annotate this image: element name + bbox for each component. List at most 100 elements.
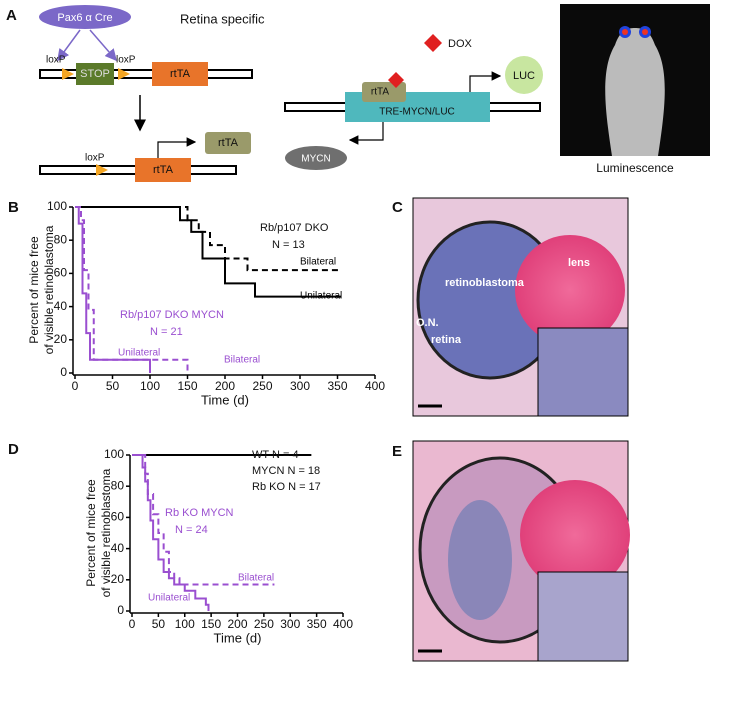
cre-ellipse bbox=[39, 5, 131, 29]
annotation: Rb KO MYCN bbox=[165, 507, 234, 519]
y-axis-label: Percent of mice free bbox=[84, 479, 98, 587]
series-label: Unilateral bbox=[148, 593, 190, 604]
signal bbox=[642, 29, 648, 35]
x-tick-label: 100 bbox=[175, 617, 195, 631]
loxp-label: loxP bbox=[46, 55, 66, 66]
loxp-label: loxP bbox=[116, 55, 136, 66]
mouse-body bbox=[605, 28, 665, 156]
y-tick-label: 0 bbox=[60, 365, 67, 379]
series-label: Unilateral bbox=[300, 291, 342, 302]
image-label: lens bbox=[568, 257, 590, 269]
annotation: N = 24 bbox=[175, 524, 208, 536]
arrow bbox=[57, 29, 81, 62]
y-tick-label: 80 bbox=[54, 232, 68, 246]
survival-curve bbox=[75, 206, 342, 272]
dna bbox=[39, 69, 253, 79]
x-tick-label: 200 bbox=[227, 617, 247, 631]
survival-curve bbox=[132, 454, 210, 611]
stop-box bbox=[76, 63, 114, 85]
inset bbox=[537, 571, 629, 662]
luc-label: LUC bbox=[513, 70, 535, 82]
survival-curve bbox=[75, 206, 342, 298]
x-tick-label: 250 bbox=[254, 617, 274, 631]
x-tick-label: 150 bbox=[177, 379, 197, 393]
y-tick-label: 0 bbox=[117, 603, 124, 617]
protein-label: rtTA bbox=[218, 137, 239, 149]
cre-label: Pax6 α Cre bbox=[57, 12, 112, 24]
y-tick-label: 80 bbox=[111, 478, 125, 492]
survival-curve bbox=[132, 454, 275, 586]
y-tick-label: 100 bbox=[47, 199, 67, 213]
loxp-label: loxP bbox=[85, 153, 105, 164]
protein-label: rtTA bbox=[371, 87, 389, 98]
arrow bbox=[469, 71, 502, 92]
annotation: MYCN N = 18 bbox=[252, 465, 320, 477]
image-caption: Luminescence bbox=[596, 161, 674, 175]
annotation: WT N = 4 bbox=[252, 449, 299, 461]
annotation: N = 13 bbox=[272, 239, 305, 251]
y-axis-label: of visible retinoblastoma bbox=[99, 468, 113, 597]
inset bbox=[537, 327, 629, 417]
x-tick-label: 0 bbox=[72, 379, 79, 393]
lens bbox=[520, 480, 630, 590]
y-tick-label: 20 bbox=[54, 332, 68, 346]
panel-e: E bbox=[392, 440, 630, 662]
mycn-ellipse bbox=[285, 146, 347, 170]
series-label: Bilateral bbox=[238, 573, 274, 584]
stop-label: STOP bbox=[80, 68, 110, 80]
dox-mark bbox=[388, 72, 404, 88]
signal bbox=[622, 29, 628, 35]
image-label: retinoblastoma bbox=[445, 277, 525, 289]
x-tick-label: 400 bbox=[365, 379, 385, 393]
x-tick-label: 400 bbox=[333, 617, 353, 631]
annotation: Rb/p107 DKO MYCN bbox=[120, 309, 224, 321]
image-label: retina bbox=[431, 334, 462, 346]
luc-circle bbox=[505, 56, 543, 94]
x-tick-label: 50 bbox=[152, 617, 166, 631]
y-tick-label: 60 bbox=[54, 266, 68, 280]
mycn-label: MYCN bbox=[301, 154, 330, 165]
dox-label: DOX bbox=[448, 38, 473, 50]
protein-box bbox=[205, 132, 251, 154]
annotation: Rb/p107 DKO bbox=[260, 222, 329, 234]
arrow bbox=[89, 29, 117, 62]
panel-a: A Pax6 α Cre Retina specific loxP loxP S… bbox=[6, 4, 710, 182]
note: Retina specific bbox=[180, 11, 265, 26]
y-tick-label: 100 bbox=[104, 447, 124, 461]
panel-label: E bbox=[392, 443, 402, 460]
series-label: Bilateral bbox=[300, 257, 336, 268]
panel-label: D bbox=[8, 441, 19, 458]
x-tick-label: 350 bbox=[307, 617, 327, 631]
series-label: Unilateral bbox=[118, 348, 160, 359]
x-axis-label: Time (d) bbox=[201, 392, 249, 407]
y-tick-label: 40 bbox=[54, 299, 68, 313]
x-tick-label: 200 bbox=[215, 379, 235, 393]
lens bbox=[515, 235, 625, 345]
gene-label: rtTA bbox=[153, 164, 174, 176]
annotation: N = 21 bbox=[150, 326, 183, 338]
construct-label: TRE-MYCN/LUC bbox=[379, 107, 455, 118]
survival-curve bbox=[75, 206, 189, 373]
y-axis-label: Percent of mice free bbox=[27, 236, 41, 344]
series-label: Bilateral bbox=[224, 355, 260, 366]
gene-box bbox=[152, 62, 208, 86]
arrow bbox=[348, 122, 384, 145]
image-label: O.N. bbox=[416, 317, 439, 329]
y-axis-label: of visible retinoblastoma bbox=[42, 225, 56, 354]
x-tick-label: 350 bbox=[327, 379, 347, 393]
x-tick-label: 50 bbox=[106, 379, 120, 393]
annotation: Rb KO N = 17 bbox=[252, 481, 321, 493]
arrow bbox=[157, 137, 197, 158]
y-tick-label: 40 bbox=[111, 541, 125, 555]
gene-label: rtTA bbox=[170, 68, 191, 80]
x-tick-label: 300 bbox=[290, 379, 310, 393]
x-tick-label: 100 bbox=[140, 379, 160, 393]
x-tick-label: 150 bbox=[201, 617, 221, 631]
panel-label: C bbox=[392, 199, 403, 216]
panel-label: A bbox=[6, 7, 17, 24]
x-tick-label: 250 bbox=[252, 379, 272, 393]
dox-mark bbox=[424, 34, 442, 52]
loxp bbox=[62, 68, 74, 80]
tumor bbox=[448, 500, 512, 620]
